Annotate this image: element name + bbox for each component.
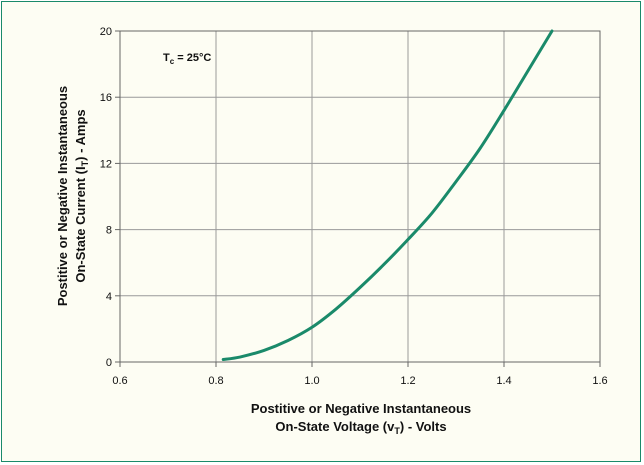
x-tick-label: 1.4 — [496, 375, 511, 387]
x-tick-label: 1.6 — [592, 375, 607, 387]
x-tick-labels: 0.6 0.8 1.0 1.2 1.4 1.6 — [112, 375, 607, 387]
x-tick-label: 1.0 — [304, 375, 319, 387]
x-axis-title-line2: On-State Voltage (vT) - Volts — [275, 419, 446, 436]
y-axis-title-line2: On-State Current (IT) - Amps — [73, 109, 90, 282]
x-tick-label: 0.8 — [208, 375, 223, 387]
plot-area — [119, 30, 601, 363]
y-tick-label: 0 — [106, 357, 112, 369]
grid — [120, 31, 600, 362]
y-tick-label: 16 — [100, 92, 112, 104]
y-tick-labels: 0 4 8 12 16 20 — [100, 26, 112, 369]
x-tick-label: 1.2 — [400, 375, 415, 387]
y-axis-title-line1: Postitive or Negative Instantaneous — [55, 86, 70, 306]
y-tick-label: 8 — [106, 225, 112, 237]
series-line — [221, 29, 554, 362]
y-tick-label: 4 — [106, 291, 112, 303]
x-axis-title-line1: Postitive or Negative Instantaneous — [251, 401, 471, 416]
y-tick-label: 12 — [100, 158, 112, 170]
axis-ticks — [115, 30, 601, 367]
x-tick-label: 0.6 — [112, 375, 127, 387]
y-tick-label: 20 — [100, 26, 112, 38]
temperature-annotation: Tc = 25°C — [163, 52, 211, 66]
